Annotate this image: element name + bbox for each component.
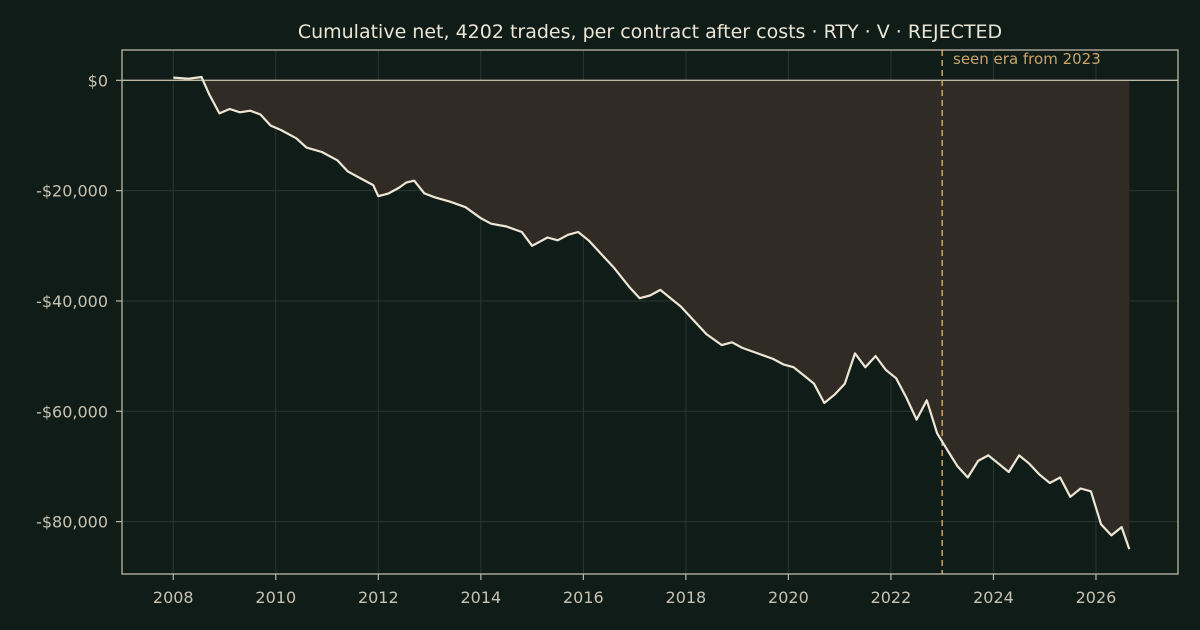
x-tick-label: 2016 [563,588,604,607]
chart-title: Cumulative net, 4202 trades, per contrac… [298,21,1002,43]
series-line [173,75,1131,550]
x-tick-label: 2014 [460,588,501,607]
x-tick-label: 2012 [358,588,399,607]
frame [121,49,1179,575]
y-tick-label: -$60,000 [36,402,108,421]
cumulative-line [173,75,1131,550]
y-tick-label: -$40,000 [36,292,108,311]
y-tick-label: -$80,000 [36,513,108,532]
axis-ticks: 2008 2010 2012 2014 2016 2018 2020 2022 2024 2026… [36,71,1116,607]
x-tick-label: 2010 [255,588,296,607]
x-tick-label: 2024 [973,588,1014,607]
plot-frame [121,49,1179,575]
y-tick-label: -$20,000 [36,182,108,201]
x-tick-label: 2022 [871,588,912,607]
x-tick-label: 2020 [768,588,809,607]
vline-label: seen era from 2023 [953,50,1101,68]
x-tick-label: 2026 [1076,588,1117,607]
area-fill [173,77,1130,550]
underwater-area [173,77,1130,550]
y-tick-label: $0 [88,71,108,90]
x-tick-label: 2008 [153,588,194,607]
x-tick-label: 2018 [666,588,707,607]
